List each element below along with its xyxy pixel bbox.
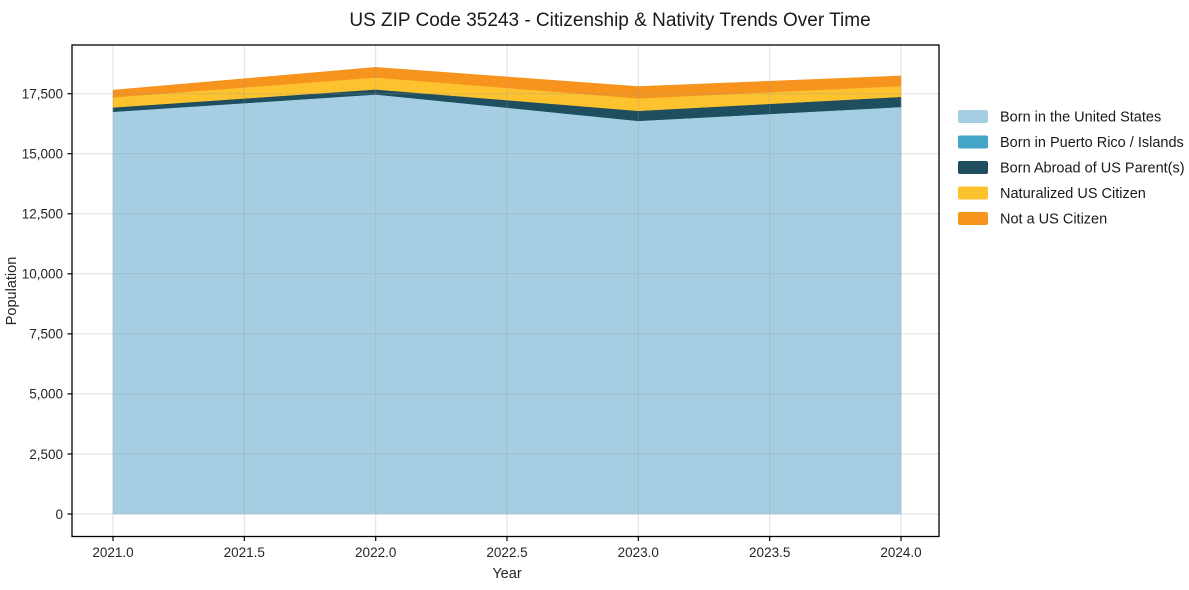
axis-tick-labels: 2021.0 2021.5 2022.0 2022.5 2023.0 2023.5 2024… — [22, 87, 922, 561]
area-band-4 — [112, 67, 902, 99]
x-tick-label: 2022.0 — [355, 545, 396, 560]
legend-item: Born Abroad of US Parent(s) — [958, 161, 1185, 177]
legend-label: Not a US Citizen — [1000, 212, 1107, 228]
legend-swatch — [958, 186, 988, 200]
gridlines — [72, 45, 939, 537]
legend-swatch — [958, 110, 988, 123]
y-tick-label: 2,500 — [29, 447, 63, 462]
legend-swatch — [958, 135, 988, 149]
x-tick-label: 2022.5 — [486, 545, 527, 560]
chart-legend: Born in the United States Born in Puerto … — [958, 110, 1185, 228]
legend-swatch — [958, 161, 988, 174]
legend-swatch — [958, 212, 988, 225]
plot-border — [71, 44, 940, 538]
legend-label: Born in Puerto Rico / Islands — [1000, 135, 1184, 151]
x-tick-label: 2021.5 — [224, 545, 265, 560]
y-tick-label: 12,500 — [22, 207, 63, 222]
legend-item: Born in Puerto Rico / Islands — [958, 135, 1184, 151]
y-axis-label: Population — [4, 257, 20, 326]
axis-ticks — [67, 93, 902, 541]
x-tick-label: 2021.0 — [92, 545, 133, 560]
y-tick-label: 15,000 — [22, 147, 63, 162]
legend-label: Naturalized US Citizen — [1000, 186, 1146, 202]
area-bands — [112, 67, 902, 515]
x-tick-label: 2023.0 — [618, 545, 659, 560]
x-tick-label: 2023.5 — [749, 545, 790, 560]
y-tick-label: 17,500 — [22, 87, 63, 102]
y-tick-label: 0 — [55, 507, 63, 522]
x-tick-label: 2024.0 — [880, 545, 921, 560]
legend-label: Born Abroad of US Parent(s) — [1000, 161, 1185, 177]
y-tick-label: 10,000 — [22, 267, 63, 282]
legend-item: Not a US Citizen — [958, 212, 1107, 228]
legend-label: Born in the United States — [1000, 110, 1161, 126]
y-tick-label: 5,000 — [29, 387, 63, 402]
legend-item: Naturalized US Citizen — [958, 186, 1146, 202]
x-axis-label: Year — [492, 566, 521, 582]
chart-title: US ZIP Code 35243 - Citizenship & Nativi… — [349, 10, 870, 31]
legend-item: Born in the United States — [958, 110, 1161, 126]
y-tick-label: 7,500 — [29, 327, 63, 342]
